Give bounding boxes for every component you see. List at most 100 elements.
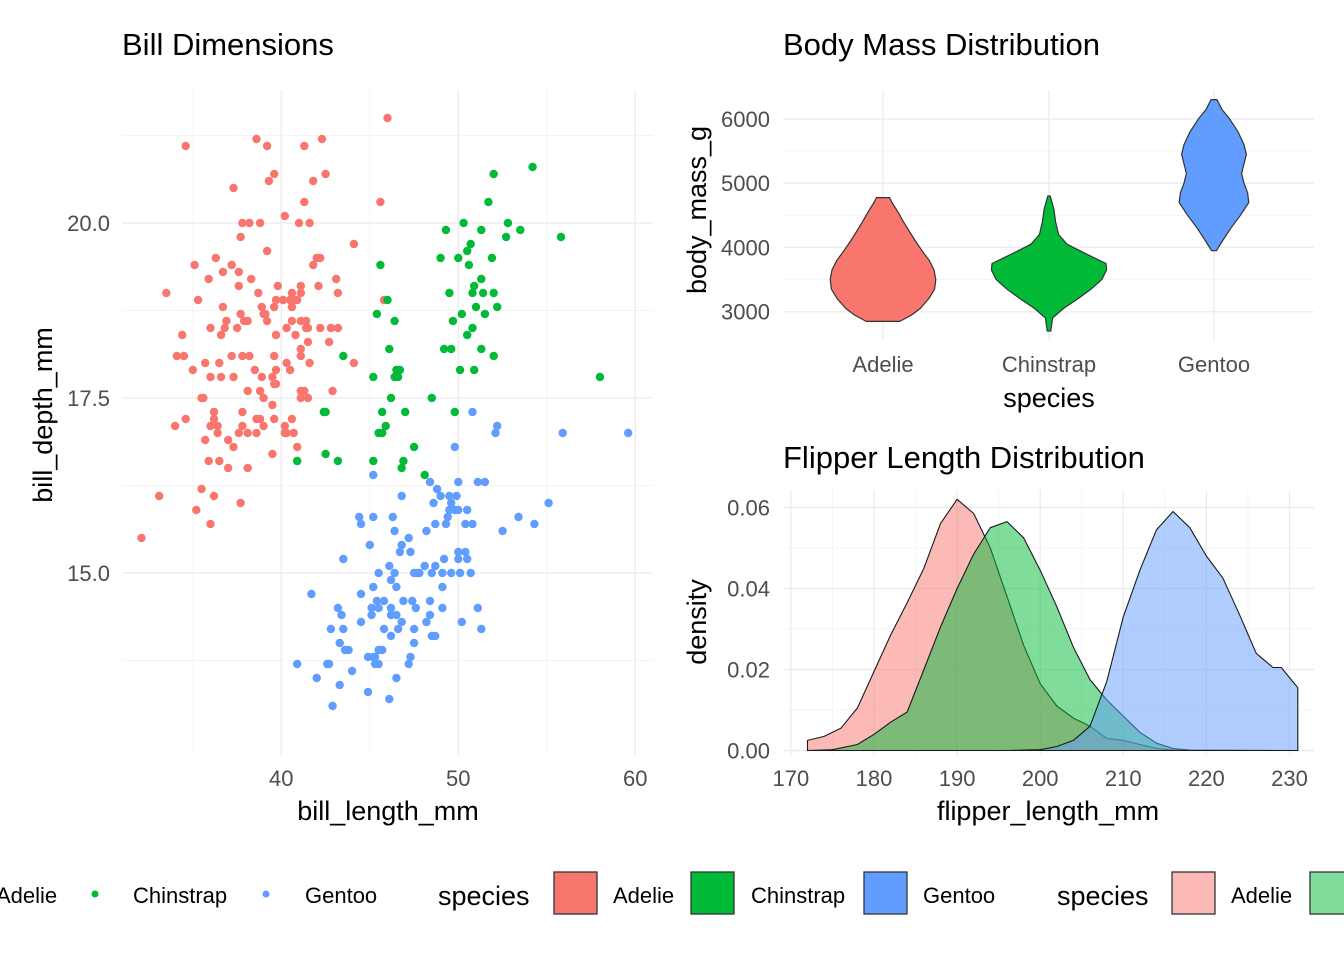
legend-key-chinstrap: [690, 871, 735, 915]
point-gentoo: [406, 652, 415, 662]
point-chinstrap: [464, 260, 474, 270]
point-adelie: [293, 442, 302, 452]
point-gentoo: [356, 519, 366, 529]
point-gentoo: [328, 701, 337, 711]
point-gentoo: [386, 603, 396, 613]
point-gentoo: [339, 624, 348, 634]
point-adelie: [193, 295, 203, 305]
x-tick-label: Chinstrap: [1002, 352, 1096, 377]
point-adelie: [270, 414, 279, 424]
legend-key-adelie: [553, 871, 598, 915]
point-chinstrap: [463, 246, 472, 256]
point-chinstrap: [480, 309, 490, 319]
point-gentoo: [447, 568, 456, 578]
point-chinstrap: [501, 232, 511, 242]
point-adelie: [270, 302, 279, 312]
point-adelie: [259, 421, 268, 431]
point-gentoo: [454, 505, 463, 515]
point-gentoo: [425, 596, 435, 606]
point-chinstrap: [487, 253, 497, 263]
point-gentoo: [397, 617, 406, 627]
point-gentoo: [445, 491, 454, 501]
point-gentoo: [370, 652, 380, 662]
point-adelie: [293, 295, 302, 305]
point-chinstrap: [372, 309, 382, 319]
point-adelie: [229, 442, 238, 452]
point-gentoo: [392, 610, 401, 620]
x-tick-label: Gentoo: [1178, 352, 1250, 377]
point-gentoo: [335, 680, 344, 690]
x-axis-label: flipper_length_mm: [937, 796, 1159, 826]
point-adelie: [255, 414, 265, 424]
point-adelie: [262, 141, 272, 151]
x-tick-label: 230: [1271, 766, 1308, 791]
point-gentoo: [372, 596, 382, 606]
legend-key-chinstrap-point: [91, 890, 99, 898]
point-adelie: [254, 288, 263, 298]
point-gentoo: [443, 512, 452, 522]
point-gentoo: [411, 603, 420, 613]
point-chinstrap: [447, 344, 456, 354]
point-adelie: [324, 337, 334, 347]
point-gentoo: [324, 659, 334, 669]
point-chinstrap: [397, 463, 406, 473]
point-gentoo: [544, 498, 553, 508]
point-chinstrap: [293, 456, 302, 466]
point-adelie: [213, 421, 222, 431]
point-adelie: [305, 218, 314, 228]
point-adelie: [303, 393, 313, 403]
point-adelie: [309, 176, 318, 186]
point-gentoo: [385, 694, 394, 704]
x-tick-label: Adelie: [852, 352, 913, 377]
point-adelie: [296, 393, 305, 403]
point-adelie: [321, 169, 330, 179]
point-adelie: [270, 169, 279, 179]
point-gentoo: [491, 428, 500, 438]
point-gentoo: [493, 421, 502, 431]
point-gentoo: [436, 491, 445, 501]
point-chinstrap: [395, 365, 405, 375]
point-chinstrap: [393, 372, 403, 382]
legend-label-gentoo: Gentoo: [305, 883, 377, 908]
point-adelie: [270, 351, 279, 361]
point-chinstrap: [436, 253, 445, 263]
point-adelie: [271, 379, 281, 389]
point-adelie: [209, 491, 219, 501]
point-chinstrap: [457, 309, 466, 319]
point-gentoo: [386, 631, 396, 641]
point-chinstrap: [333, 456, 343, 466]
point-adelie: [243, 386, 252, 396]
point-chinstrap: [489, 288, 498, 298]
point-adelie: [294, 218, 304, 228]
point-gentoo: [367, 610, 376, 620]
legend-title: species: [438, 881, 530, 911]
point-adelie: [300, 386, 309, 396]
point-adelie: [252, 428, 261, 438]
point-gentoo: [409, 638, 419, 648]
point-gentoo: [466, 568, 475, 578]
point-gentoo: [431, 561, 440, 571]
point-adelie: [245, 351, 254, 361]
legend-title: species: [1057, 881, 1149, 911]
violin-gentoo: [1178, 99, 1250, 252]
point-adelie: [303, 337, 313, 347]
point-gentoo: [422, 526, 431, 536]
point-gentoo: [468, 519, 477, 529]
point-adelie: [181, 414, 190, 424]
point-gentoo: [388, 512, 397, 522]
point-gentoo: [378, 645, 387, 655]
point-chinstrap: [463, 330, 472, 340]
x-tick-label: 210: [1105, 766, 1142, 791]
x-tick-label: 60: [623, 766, 647, 791]
point-gentoo: [356, 617, 366, 627]
point-adelie: [238, 218, 247, 228]
point-gentoo: [335, 638, 344, 648]
point-chinstrap: [321, 407, 330, 417]
point-chinstrap: [454, 253, 463, 263]
point-adelie: [280, 421, 289, 431]
point-gentoo: [337, 610, 346, 620]
point-adelie: [333, 323, 343, 333]
point-chinstrap: [439, 344, 449, 354]
point-adelie: [218, 267, 228, 277]
point-gentoo: [379, 624, 389, 634]
